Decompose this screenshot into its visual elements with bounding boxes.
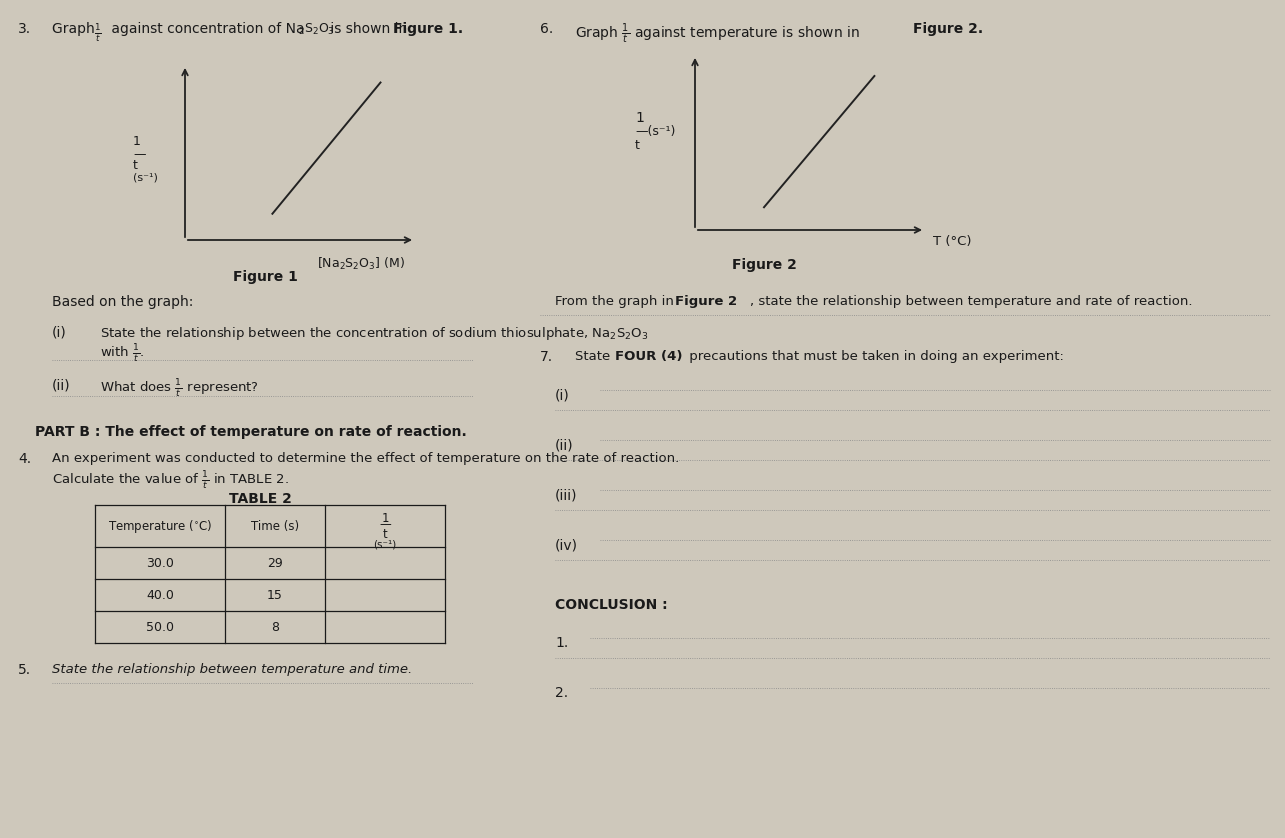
Text: 30.0: 30.0	[146, 556, 173, 570]
Text: PART B : The effect of temperature on rate of reaction.: PART B : The effect of temperature on ra…	[35, 425, 466, 439]
Text: (iv): (iv)	[555, 538, 578, 552]
Text: 29: 29	[267, 556, 283, 570]
Text: (ii): (ii)	[555, 438, 573, 452]
Text: Graph: Graph	[51, 22, 99, 36]
Text: against concentration of Na: against concentration of Na	[107, 22, 305, 36]
Text: (iii): (iii)	[555, 488, 577, 502]
Text: precautions that must be taken in doing an experiment:: precautions that must be taken in doing …	[685, 350, 1064, 363]
Text: TABLE 2: TABLE 2	[229, 492, 292, 506]
Text: 1: 1	[635, 111, 644, 125]
Text: , state the relationship between temperature and rate of reaction.: , state the relationship between tempera…	[750, 295, 1192, 308]
Text: (s⁻¹): (s⁻¹)	[134, 172, 158, 182]
Text: Figure 2: Figure 2	[731, 258, 797, 272]
Text: 7.: 7.	[540, 350, 553, 364]
Text: t: t	[383, 527, 387, 541]
Text: 5.: 5.	[18, 663, 31, 677]
Text: 50.0: 50.0	[146, 620, 173, 634]
Text: $_2$S$_2$O$_3$: $_2$S$_2$O$_3$	[298, 22, 335, 37]
Text: 6.: 6.	[540, 22, 554, 36]
Text: Figure 1.: Figure 1.	[393, 22, 463, 36]
Text: State the relationship between the concentration of sodium thiosulphate, Na$_2$S: State the relationship between the conce…	[100, 325, 649, 342]
Text: (s⁻¹): (s⁻¹)	[374, 539, 397, 549]
Text: Temperature ($^{\circ}$C): Temperature ($^{\circ}$C)	[108, 518, 212, 535]
Text: 4.: 4.	[18, 452, 31, 466]
Text: Figure 2.: Figure 2.	[914, 22, 983, 36]
Text: (i): (i)	[555, 388, 569, 402]
Text: What does $\frac{1}{t}$ represent?: What does $\frac{1}{t}$ represent?	[100, 378, 258, 400]
Text: 15: 15	[267, 588, 283, 602]
Text: —(s⁻¹): —(s⁻¹)	[635, 125, 676, 138]
Text: 1.: 1.	[555, 636, 568, 650]
Text: —: —	[134, 148, 145, 161]
Text: CONCLUSION :: CONCLUSION :	[555, 598, 668, 612]
Text: [Na$_2$S$_2$O$_3$] (M): [Na$_2$S$_2$O$_3$] (M)	[317, 256, 405, 272]
Text: 1: 1	[382, 511, 389, 525]
Text: Calculate the value of $\frac{1}{t}$ in TABLE 2.: Calculate the value of $\frac{1}{t}$ in …	[51, 470, 289, 492]
Text: —: —	[379, 519, 391, 531]
Text: 1: 1	[134, 135, 141, 148]
Text: 8: 8	[271, 620, 279, 634]
Text: Based on the graph:: Based on the graph:	[51, 295, 193, 309]
Text: Figure 2: Figure 2	[675, 295, 738, 308]
Text: An experiment was conducted to determine the effect of temperature on the rate o: An experiment was conducted to determine…	[51, 452, 680, 465]
Text: T (°C): T (°C)	[933, 235, 971, 248]
Text: Figure 1: Figure 1	[233, 270, 298, 284]
Text: (ii): (ii)	[51, 378, 71, 392]
Text: t: t	[134, 159, 137, 172]
Text: From the graph in: From the graph in	[555, 295, 678, 308]
Text: FOUR (4): FOUR (4)	[616, 350, 682, 363]
Text: 40.0: 40.0	[146, 588, 173, 602]
Text: Graph $\frac{1}{t}$ against temperature is shown in: Graph $\frac{1}{t}$ against temperature …	[574, 22, 861, 46]
Text: State: State	[574, 350, 614, 363]
Text: t: t	[635, 139, 640, 152]
Text: 2.: 2.	[555, 686, 568, 700]
Text: (i): (i)	[51, 325, 67, 339]
Text: 3.: 3.	[18, 22, 31, 36]
Text: with $\frac{1}{t}$.: with $\frac{1}{t}$.	[100, 343, 145, 365]
Text: State the relationship between temperature and time.: State the relationship between temperatu…	[51, 663, 412, 676]
Text: Time (s): Time (s)	[251, 520, 299, 532]
Text: is shown in: is shown in	[326, 22, 411, 36]
Text: $\frac{1}{t}$: $\frac{1}{t}$	[94, 22, 102, 44]
